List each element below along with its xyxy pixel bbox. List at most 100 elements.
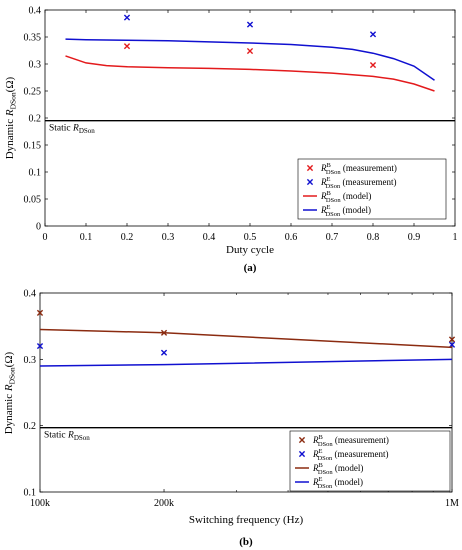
y-axis-label-suffix: (Ω) (3, 351, 15, 367)
legend-entry-symbol: R (312, 477, 319, 487)
y-tick-label: 0.3 (24, 355, 37, 366)
marker-stroke (36, 342, 44, 350)
y-tick-label: 0.2 (24, 421, 37, 432)
legend-entry-symbol: R (320, 163, 327, 173)
x-axis-label: Duty cycle (226, 244, 274, 256)
x-tick-label: 0.6 (285, 232, 298, 243)
data-point-marker (246, 47, 254, 55)
legend-entry-suffix: (measurement) (332, 449, 388, 459)
legend-entry-symbol: R (320, 177, 327, 187)
series-line-3 (39, 358, 453, 367)
data-point-marker (123, 43, 131, 50)
y-tick-label: 0.05 (24, 195, 42, 206)
panel-label: (a) (244, 262, 257, 274)
y-tick-label: 0.25 (24, 87, 42, 98)
legend-entry-suffix: (measurement) (333, 435, 389, 445)
marker-stroke (246, 21, 254, 28)
legend-entry-subscript: DSon (326, 169, 342, 176)
legend: RB DSon (measurement)RE DSon (measurement)… (289, 430, 451, 492)
y-axis-label-suffix: (Ω) (4, 76, 16, 92)
series-line-3 (65, 38, 435, 81)
x-tick-label: 0.8 (367, 232, 380, 243)
data-point-marker (369, 61, 377, 69)
x-tick-label: 0.1 (80, 232, 93, 243)
x-axis-label: Switching frequency (Hz) (189, 514, 304, 526)
y-tick-label: 0 (36, 222, 41, 233)
legend-entry-subscript: DSon (318, 441, 334, 448)
legend-entry-suffix: (measurement) (340, 177, 396, 187)
marker-stroke (160, 349, 168, 356)
legend-entry-label: RB DSon (model) (320, 190, 371, 204)
legend-entry-label: RE DSon (model) (320, 204, 371, 218)
x-tick-label: 0.3 (162, 232, 175, 243)
legend-entry-suffix: (model) (340, 205, 371, 215)
legend-entry-superscript: E (327, 204, 331, 211)
legend-entry-superscript: B (319, 462, 324, 469)
marker-stroke (369, 31, 377, 38)
x-tick-label: 0.2 (121, 232, 134, 243)
legend-entry-symbol: R (312, 435, 319, 445)
static-label-symbol: R (72, 124, 79, 134)
y-tick-label: 0.35 (24, 33, 42, 44)
legend-entry-superscript: B (327, 190, 332, 197)
marker-stroke (246, 47, 254, 55)
x-tick-label: 1 (453, 232, 458, 243)
legend-entry-subscript: DSon (325, 183, 341, 190)
y-axis-label-prefix: Dynamic (4, 116, 16, 159)
y-tick-label: 0.4 (24, 289, 37, 300)
legend-box (297, 158, 447, 220)
x-tick-label: 0.4 (203, 232, 216, 243)
static-rdson-label: Static RDSon (44, 431, 90, 443)
data-point-marker (246, 21, 254, 28)
legend-entry-label: RE DSon (measurement) (312, 448, 389, 462)
x-tick-label: 0.5 (244, 232, 257, 243)
data-point-marker (448, 336, 456, 343)
static-label-subscript: DSon (74, 434, 90, 442)
y-tick-label: 0.4 (29, 6, 42, 17)
legend-entry-label: RE DSon (model) (312, 476, 363, 490)
y-axis-label: Dynamic RDSon(Ω) (3, 351, 17, 434)
legend-marker-swatch (306, 178, 314, 186)
series-line-2 (65, 55, 435, 92)
legend-entry-symbol: R (312, 463, 319, 473)
legend-entry-subscript: DSon (326, 197, 342, 204)
legend-entry-subscript: DSon (318, 469, 334, 476)
x-tick-label: 1M (445, 498, 459, 509)
legend: RB DSon (measurement)RE DSon (measurement)… (297, 158, 447, 220)
legend-marker-swatch (306, 164, 314, 172)
legend-entry-superscript: B (319, 434, 324, 441)
legend-entry-label: RB DSon (measurement) (320, 162, 397, 176)
static-label-prefix: Static (49, 124, 73, 134)
legend-entry-superscript: B (327, 162, 332, 169)
static-rdson-label: Static RDSon (49, 124, 95, 136)
x-tick-label: 0.9 (408, 232, 421, 243)
legend-entry-subscript: DSon (317, 455, 333, 462)
y-axis-label-subscript: DSon (9, 92, 18, 109)
data-point-marker (160, 349, 168, 356)
legend-entry-subscript: DSon (325, 211, 341, 218)
static-label-subscript: DSon (79, 127, 95, 135)
marker-stroke (123, 14, 131, 21)
y-tick-label: 0.1 (29, 168, 42, 179)
static-label-symbol: R (67, 431, 74, 441)
static-label-prefix: Static (44, 431, 68, 441)
legend-box (289, 430, 451, 492)
legend-entry-label: RB DSon (measurement) (312, 434, 389, 448)
legend-entry-subscript: DSon (317, 483, 333, 490)
data-point-marker (369, 31, 377, 38)
legend-entry-superscript: E (319, 476, 323, 483)
y-tick-label: 0.2 (29, 114, 42, 125)
data-point-marker (36, 342, 44, 350)
marker-stroke (123, 43, 131, 50)
legend-entry-suffix: (model) (333, 463, 364, 473)
legend-entry-suffix: (model) (341, 191, 372, 201)
y-tick-label: 0.3 (29, 60, 42, 71)
marker-stroke (448, 336, 456, 343)
series-line-2 (39, 328, 453, 349)
legend-marker-swatch (298, 436, 306, 444)
x-tick-label: 200k (154, 498, 174, 509)
marker-stroke (448, 341, 456, 348)
x-tick-label: 0 (43, 232, 48, 243)
y-axis-label: Dynamic RDSon(Ω) (4, 76, 18, 159)
